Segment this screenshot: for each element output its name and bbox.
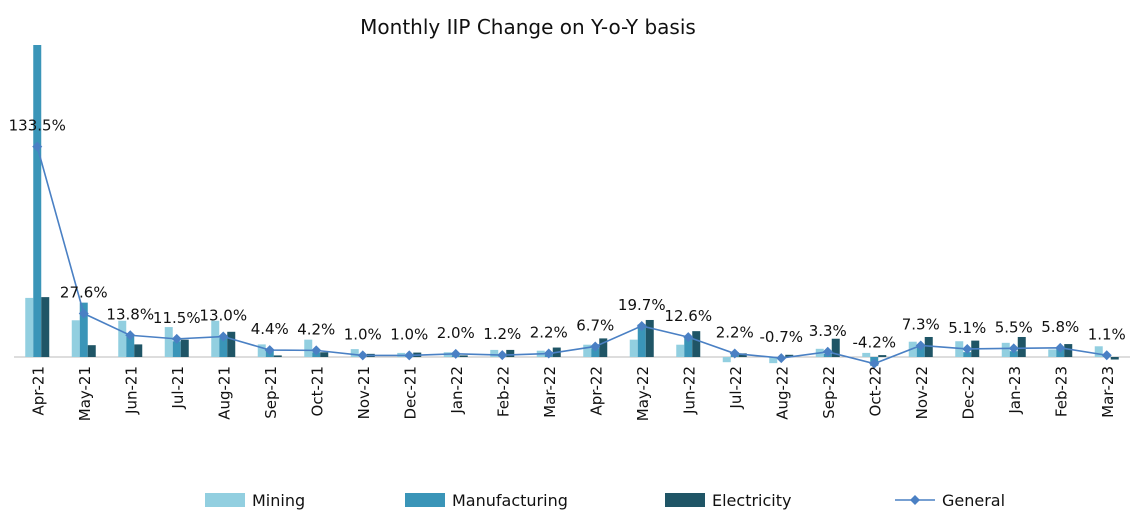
line (37, 147, 1107, 364)
marker (404, 350, 414, 360)
marker (776, 353, 786, 363)
bar (1095, 346, 1103, 357)
legend-label: Electricity (712, 491, 791, 510)
bar (165, 327, 173, 357)
x-tick-label: Sep-22 (820, 366, 838, 419)
marker (358, 350, 368, 360)
bar (304, 340, 312, 357)
bar (227, 332, 235, 357)
data-label: 6.7% (576, 316, 614, 334)
x-tick-label: Jan-22 (448, 366, 466, 415)
data-label: 1.0% (390, 325, 428, 343)
data-label: 2.0% (437, 324, 475, 342)
data-label: 5.8% (1041, 318, 1079, 336)
data-label: -4.2% (852, 334, 896, 352)
x-tick-label: Jun-22 (680, 366, 698, 415)
x-tick-label: May-21 (76, 366, 94, 421)
x-tick-label: Nov-21 (355, 366, 373, 419)
bar (181, 340, 189, 357)
legend-swatch (405, 493, 445, 507)
data-label: 5.5% (995, 318, 1033, 336)
bar (862, 353, 870, 357)
x-tick-label: Feb-22 (494, 366, 512, 417)
x-tick-label: Mar-22 (541, 366, 559, 418)
data-label: 3.3% (809, 322, 847, 340)
bar (134, 344, 142, 357)
bar (88, 345, 96, 357)
bar (506, 350, 514, 357)
bar (878, 355, 886, 357)
bar (1018, 337, 1026, 357)
bar (1064, 344, 1072, 357)
bar (211, 321, 219, 357)
bar (1048, 349, 1056, 357)
legend-swatch (205, 493, 245, 507)
bar (25, 298, 33, 357)
x-tick-label: Apr-21 (29, 366, 47, 416)
bar (274, 355, 282, 357)
bar (41, 297, 49, 357)
bar (1002, 343, 1010, 357)
bar (460, 355, 468, 357)
x-tick-label: Apr-22 (587, 366, 605, 416)
bar (1111, 357, 1119, 360)
x-tick-label: Jul-22 (727, 366, 745, 410)
x-tick-label: Jan-23 (1006, 366, 1024, 415)
x-tick-label: Sep-21 (262, 366, 280, 419)
data-label: 7.3% (902, 315, 940, 333)
data-label: 27.6% (60, 284, 108, 302)
x-tick-label: Jun-21 (122, 366, 140, 415)
legend-label: General (942, 491, 1005, 510)
bar (692, 331, 700, 357)
data-label: 133.5% (9, 117, 66, 135)
bar (676, 345, 684, 357)
data-label: 4.2% (297, 320, 335, 338)
x-tick-label: Mar-23 (1099, 366, 1117, 418)
legend-label: Manufacturing (452, 491, 568, 510)
bar (72, 320, 80, 357)
data-label: 19.7% (618, 296, 666, 314)
legend-swatch (910, 495, 920, 505)
marker (1102, 350, 1112, 360)
data-label: 1.2% (483, 325, 521, 343)
bar (33, 45, 41, 357)
x-tick-label: Oct-22 (866, 366, 884, 416)
x-tick-label: Aug-22 (773, 366, 791, 420)
legend-swatch (665, 493, 705, 507)
data-label: 1.0% (344, 325, 382, 343)
data-label: 4.4% (251, 320, 289, 338)
bar (351, 349, 359, 357)
data-label: 13.0% (199, 307, 247, 325)
data-label: -0.7% (759, 328, 803, 346)
x-tick-label: Jul-21 (169, 366, 187, 410)
x-tick-label: Feb-23 (1052, 366, 1070, 417)
bar (320, 352, 328, 357)
bar (723, 357, 731, 362)
x-tick-label: Nov-22 (913, 366, 931, 419)
bar (646, 320, 654, 357)
x-tick-label: Dec-21 (401, 366, 419, 420)
x-tick-label: Aug-21 (215, 366, 233, 420)
data-label: 13.8% (106, 305, 154, 323)
bar (490, 350, 498, 357)
bar (118, 321, 126, 357)
marker (497, 350, 507, 360)
x-tick-label: Oct-21 (308, 366, 326, 416)
data-label: 2.2% (716, 324, 754, 342)
data-label: 11.5% (153, 309, 201, 327)
chart-title: Monthly IIP Change on Y-o-Y basis (360, 15, 696, 39)
data-label: 12.6% (664, 307, 712, 325)
x-tick-label: May-22 (634, 366, 652, 421)
bar (630, 340, 638, 357)
data-label: 2.2% (530, 324, 568, 342)
legend-label: Mining (252, 491, 305, 510)
x-tick-label: Dec-22 (959, 366, 977, 420)
data-label: 1.1% (1088, 325, 1126, 343)
data-label: 5.1% (948, 319, 986, 337)
